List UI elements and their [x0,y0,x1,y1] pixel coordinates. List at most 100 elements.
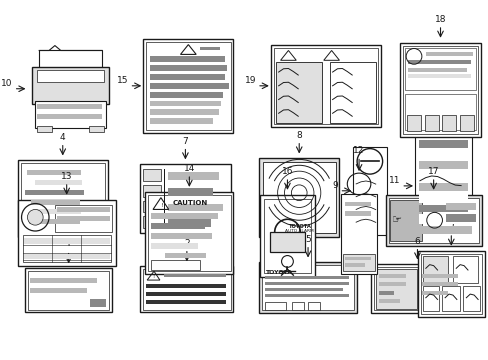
Bar [25,268,112,312]
Bar [30,278,97,283]
Bar [345,211,370,216]
Bar [446,226,471,234]
Bar [385,195,481,246]
Bar [37,126,52,132]
Text: 1: 1 [66,241,71,250]
Bar [418,226,467,234]
Bar [146,42,230,130]
Bar [418,161,467,169]
Bar [273,48,377,124]
Text: ☞: ☞ [391,215,402,225]
Circle shape [281,256,293,267]
Bar [167,219,210,227]
Bar [405,94,475,130]
Bar [140,266,233,312]
Bar [150,118,212,124]
Bar [25,190,84,195]
Bar [352,147,386,235]
Bar [167,203,222,211]
Text: 19: 19 [244,76,256,85]
Bar [89,126,104,132]
Bar [370,264,463,314]
Text: AUTO ALARM: AUTO ALARM [285,229,313,233]
Bar [150,65,226,71]
Text: 3: 3 [447,223,453,232]
Bar [343,253,374,271]
Text: !: ! [159,203,162,208]
Bar [424,115,438,131]
Bar [425,53,472,57]
Text: 5: 5 [305,235,310,244]
Bar [420,253,481,314]
Bar [23,253,110,260]
Bar [35,180,82,185]
Bar [418,171,467,181]
Bar [55,204,112,232]
Bar [150,109,218,115]
Bar [200,46,219,50]
Bar [378,291,394,295]
Bar [143,39,233,133]
Text: 10: 10 [1,79,13,88]
Bar [418,204,467,212]
Bar [264,302,286,310]
Bar [22,235,111,262]
Bar [18,200,116,266]
Bar [151,223,204,229]
Bar [143,185,161,197]
Text: CAUTION: CAUTION [172,200,207,206]
Bar [28,271,109,310]
Bar [446,214,475,222]
Bar [150,57,224,62]
Bar [264,288,343,291]
Text: TOYOTA: TOYOTA [264,270,291,275]
Bar [264,294,348,297]
Bar [345,257,370,260]
Bar [150,100,220,107]
Text: 4: 4 [60,133,65,142]
Bar [150,83,228,89]
Bar [422,286,438,311]
Bar [260,195,314,277]
Bar [418,140,467,148]
Bar [418,150,467,159]
Text: 8: 8 [296,131,302,140]
Bar [29,219,80,224]
Bar [378,299,400,303]
Bar [148,195,230,271]
Bar [446,203,475,210]
Bar [140,164,230,233]
Bar [421,300,455,307]
Bar [143,216,161,228]
Bar [403,46,477,134]
Text: TOYOTA: TOYOTA [287,224,310,229]
Bar [146,300,225,303]
Bar [407,60,470,64]
Text: 6: 6 [414,237,420,246]
Bar [341,194,376,274]
Bar [143,269,230,310]
Bar [150,74,224,80]
Bar [407,115,420,131]
Bar [264,282,348,285]
Bar [414,135,471,237]
Bar [418,183,467,191]
Text: 2: 2 [183,239,189,248]
Bar [164,253,205,258]
Bar [57,216,110,221]
Text: 18: 18 [434,15,446,24]
Bar [145,192,233,274]
Bar [167,172,218,180]
Bar [151,243,198,249]
Bar [37,210,81,214]
Text: 13: 13 [61,172,72,181]
Bar [263,162,335,233]
Bar [259,158,339,237]
Bar [417,251,484,318]
Bar [405,48,475,90]
Bar [37,104,102,109]
Text: 17: 17 [427,167,439,176]
Bar [459,115,473,131]
Text: 15: 15 [117,76,128,85]
Bar [90,299,106,307]
